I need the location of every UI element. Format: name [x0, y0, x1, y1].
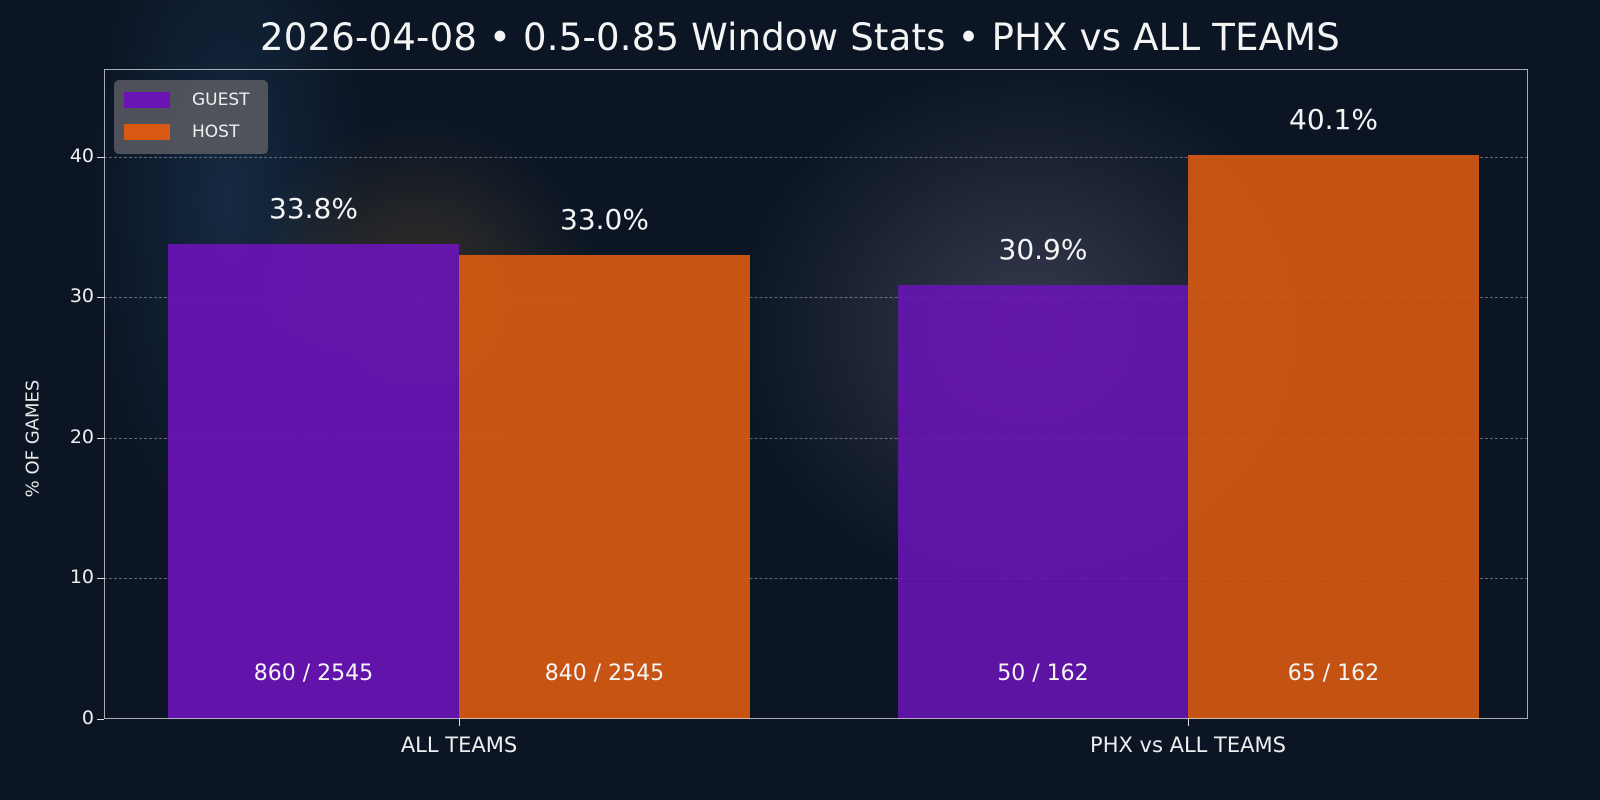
legend-item-guest: GUEST	[124, 88, 250, 112]
gridline-30	[104, 297, 1528, 298]
bar-value-label: 40.1%	[1289, 103, 1378, 136]
x-tick-mark	[459, 719, 460, 726]
gridline-20	[104, 438, 1528, 439]
bar-value-label: 30.9%	[998, 233, 1088, 266]
bar-value-label: 33.0%	[560, 203, 649, 236]
legend-item-host: HOST	[124, 120, 239, 144]
bar-value-label: 33.8%	[269, 192, 358, 225]
bar-count-label: 840 / 2545	[544, 661, 665, 686]
y-tick-mark	[97, 578, 104, 579]
y-tick-label: 40	[69, 145, 94, 167]
y-tick-label: 10	[69, 566, 94, 588]
bar-count-label: 860 / 2545	[253, 661, 374, 686]
chart-title: 2026-04-08 • 0.5-0.85 Window Stats • PHX…	[260, 16, 1340, 59]
x-tick-mark	[1188, 719, 1189, 726]
y-tick-mark	[97, 438, 104, 439]
legend-label: GUEST	[192, 90, 250, 110]
y-tick-label: 0	[81, 707, 94, 729]
legend-swatch-guest	[124, 92, 170, 108]
x-tick-label: ALL TEAMS	[400, 733, 518, 757]
bar-all-teams-guest	[168, 244, 459, 719]
x-tick-label: PHX vs ALL TEAMS	[1090, 733, 1286, 757]
bar-phx-host	[1188, 155, 1479, 719]
bar-phx-guest	[898, 285, 1188, 719]
y-tick-mark	[97, 719, 104, 720]
y-tick-mark	[97, 297, 104, 298]
bar-count-label: 50 / 162	[997, 661, 1089, 686]
legend-swatch-host	[124, 124, 170, 140]
y-axis-label: % OF GAMES	[22, 379, 44, 498]
y-tick-mark	[97, 157, 104, 158]
legend: GUEST HOST	[114, 80, 268, 154]
legend-label: HOST	[192, 122, 240, 142]
bar-count-label: 65 / 162	[1287, 661, 1380, 686]
y-tick-label: 20	[69, 426, 94, 448]
plot-area	[104, 69, 1528, 719]
gridline-40	[104, 157, 1528, 158]
gridline-10	[104, 578, 1528, 579]
y-tick-label: 30	[69, 285, 94, 307]
bar-all-teams-host	[459, 255, 750, 719]
